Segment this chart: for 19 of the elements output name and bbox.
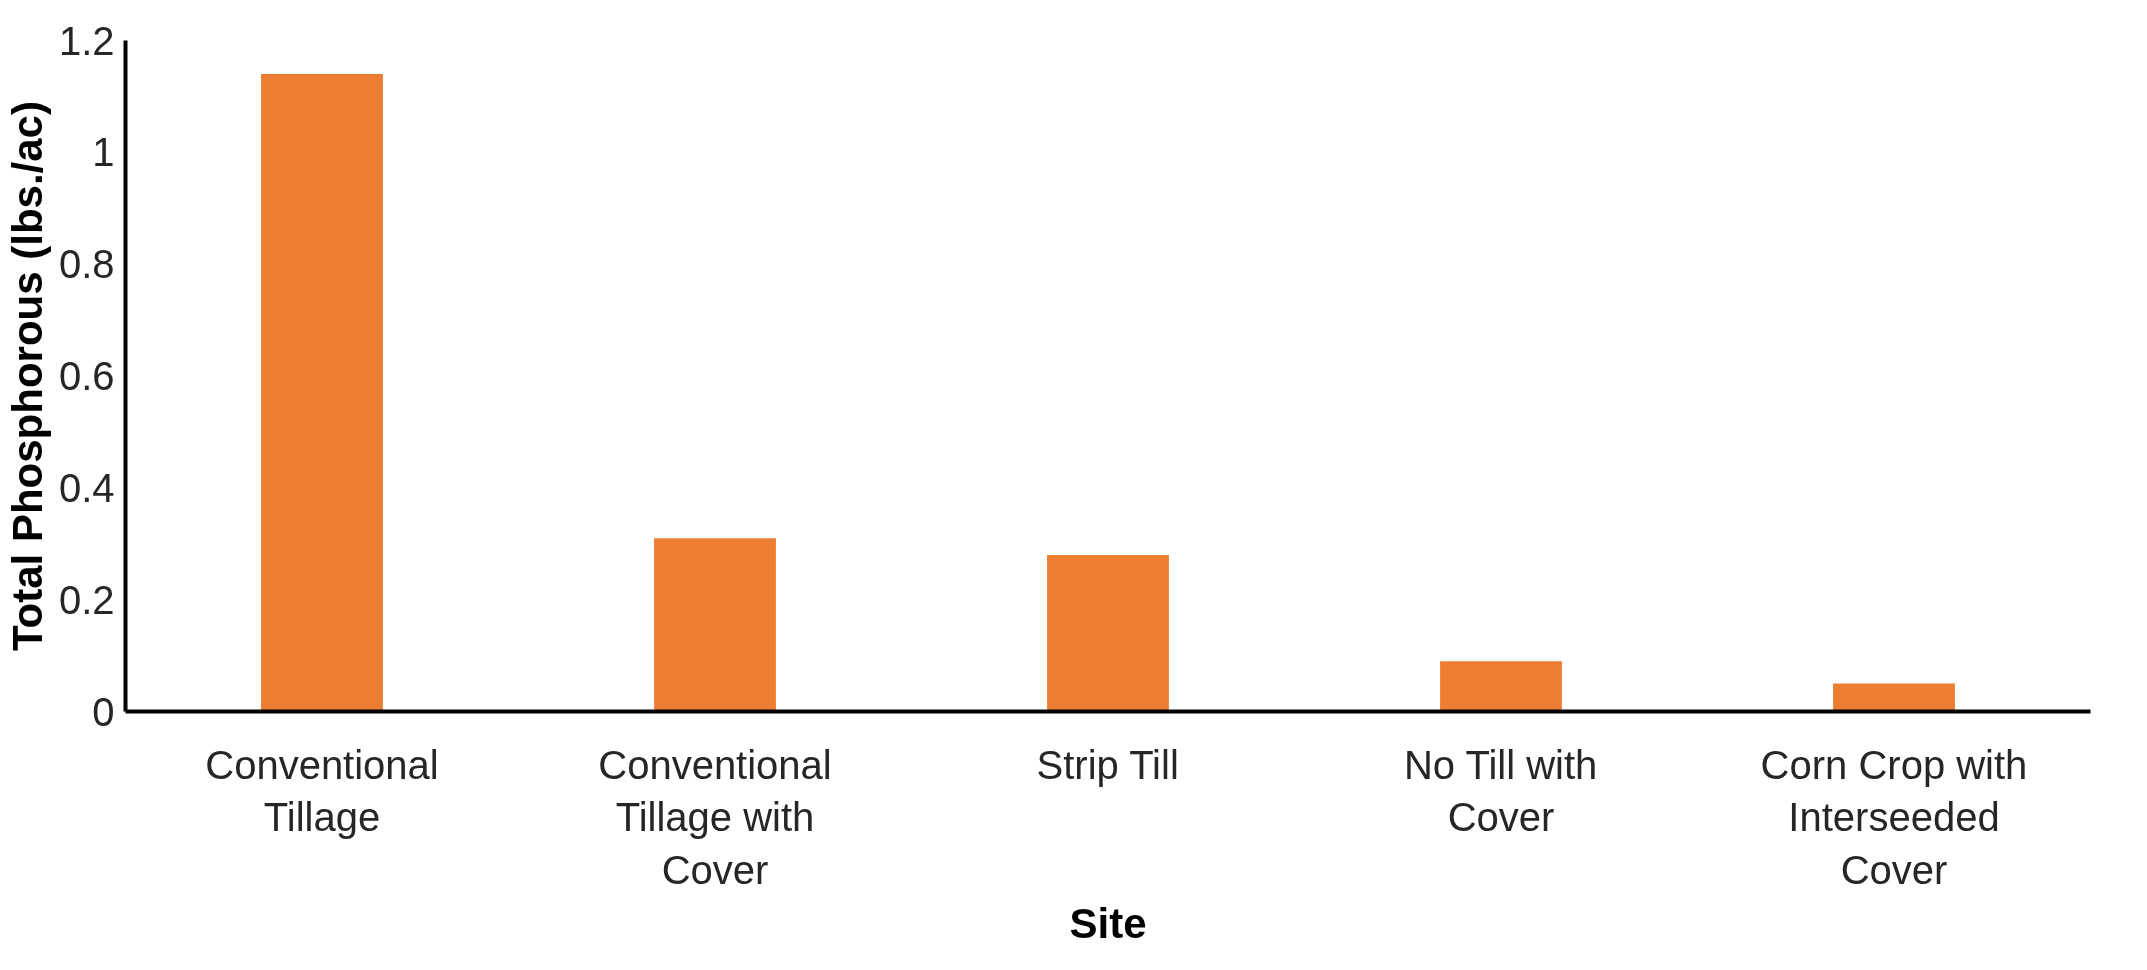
y-tick-label: 0.8 — [58, 242, 115, 287]
y-tick-label: 1 — [92, 130, 115, 175]
y-tick-label: 1.2 — [58, 18, 115, 63]
y-tick-label: 0.4 — [58, 465, 115, 510]
bar — [261, 74, 383, 712]
y-tick-label: 0.6 — [58, 354, 115, 398]
x-axis-title: Site — [1069, 900, 1147, 948]
x-tick-label: No Till with Cover — [1403, 742, 1598, 840]
y-axis-title: Total Phosphorous (lbs./ac) — [3, 101, 51, 651]
x-tick-label: Strip Till — [1036, 742, 1179, 787]
y-tick-label: 0.2 — [58, 577, 115, 622]
bar — [1833, 683, 1955, 712]
bar — [654, 538, 776, 712]
x-tick-label: Corn Crop with Interseeded Cover — [1760, 742, 2028, 893]
y-tick-label: 0 — [92, 689, 115, 734]
bar — [1047, 554, 1169, 712]
x-tick-label: Conventional Tillage with Cover — [598, 742, 832, 893]
x-tick-label: Conventional Tillage — [205, 742, 439, 840]
bar — [1440, 661, 1562, 712]
